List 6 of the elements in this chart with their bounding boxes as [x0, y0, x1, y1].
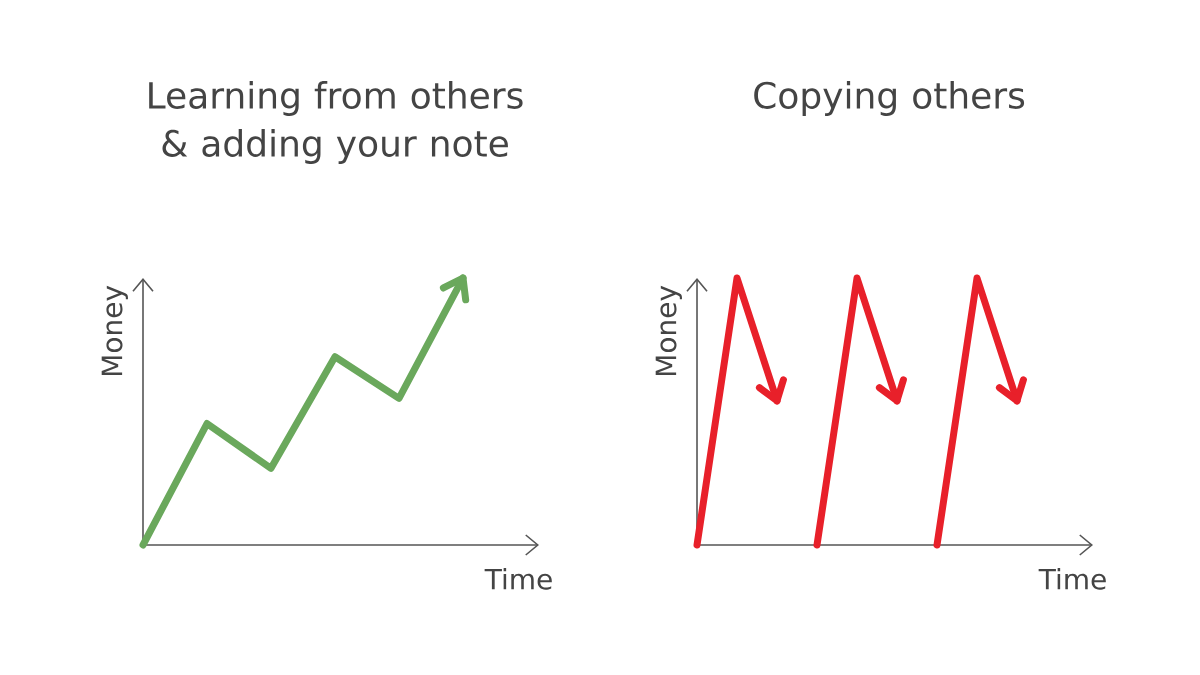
chart-title: Copying others: [754, 81, 1025, 116]
x-axis-title: Time: [1038, 568, 1106, 590]
y-axis-title: Money: [655, 285, 682, 376]
chart-title: Learning from others & adding your note: [149, 81, 523, 164]
x-axis-title: Time: [484, 568, 552, 590]
y-axis-title: Money: [101, 285, 128, 376]
